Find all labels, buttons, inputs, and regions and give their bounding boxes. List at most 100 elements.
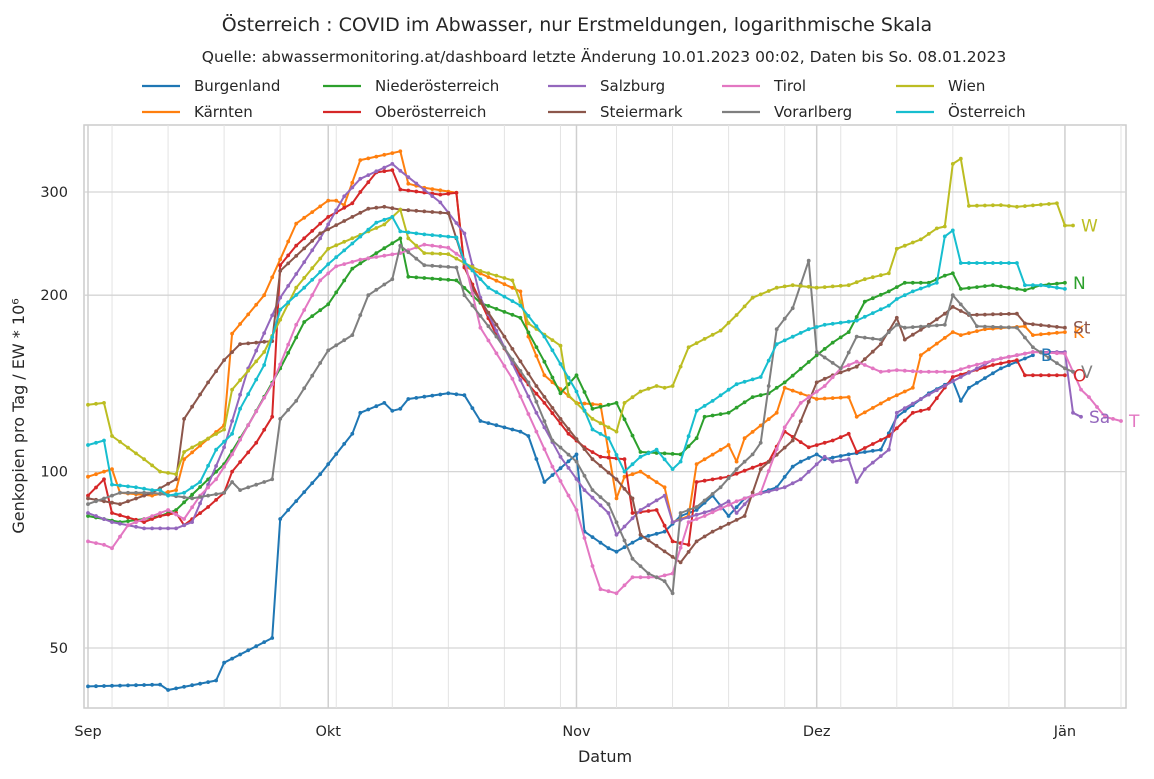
data-point	[230, 387, 235, 392]
data-point	[726, 410, 731, 415]
data-point	[398, 149, 403, 154]
data-point	[446, 245, 451, 250]
data-point	[550, 473, 555, 477]
data-point	[710, 529, 715, 534]
data-point	[758, 393, 763, 398]
data-point	[134, 451, 138, 456]
data-point	[262, 395, 267, 400]
data-point	[638, 454, 643, 459]
data-point	[182, 523, 187, 528]
data-point	[598, 540, 603, 545]
data-point	[118, 683, 122, 688]
data-point	[798, 284, 803, 288]
data-point	[806, 395, 811, 400]
data-point	[486, 285, 491, 290]
data-point	[102, 542, 106, 547]
data-point	[398, 207, 403, 212]
data-point	[886, 271, 891, 276]
data-point	[886, 289, 891, 294]
data-point	[102, 499, 106, 504]
data-point	[694, 436, 699, 441]
data-point	[326, 302, 331, 307]
data-point	[374, 154, 379, 159]
data-point	[750, 465, 755, 470]
data-point	[846, 395, 851, 399]
data-point	[814, 452, 819, 457]
data-point	[1031, 353, 1035, 358]
data-point	[182, 457, 187, 462]
data-point	[750, 430, 755, 434]
data-point	[646, 538, 651, 543]
data-point	[975, 362, 979, 367]
data-point	[366, 173, 371, 178]
data-point	[614, 520, 619, 525]
data-point	[550, 438, 555, 443]
data-point	[158, 514, 163, 518]
data-point	[991, 203, 995, 208]
data-point	[190, 496, 195, 501]
data-point	[502, 276, 507, 280]
data-point	[462, 231, 467, 236]
data-point	[238, 378, 243, 383]
data-point	[854, 414, 859, 419]
data-point	[662, 385, 667, 390]
data-point	[534, 391, 539, 396]
data-point	[262, 350, 267, 354]
data-point	[967, 364, 971, 369]
data-point	[382, 222, 387, 227]
data-point	[430, 187, 435, 192]
data-point	[774, 285, 779, 290]
data-point	[991, 371, 995, 376]
data-point	[1007, 285, 1011, 290]
data-point	[478, 271, 483, 276]
data-point	[374, 226, 379, 230]
data-point	[926, 232, 931, 236]
data-point	[870, 311, 875, 315]
series-kärnten	[86, 149, 1067, 524]
data-point	[542, 359, 547, 364]
data-point	[975, 312, 979, 317]
data-point	[870, 460, 875, 465]
data-point	[134, 683, 138, 688]
data-point	[1079, 387, 1083, 392]
data-point	[983, 203, 987, 208]
data-point	[254, 644, 259, 649]
data-point	[1111, 417, 1115, 421]
data-point	[878, 438, 883, 442]
data-point	[118, 521, 122, 526]
data-point	[214, 447, 219, 452]
data-point	[398, 229, 403, 234]
data-point	[94, 472, 98, 477]
data-point	[518, 369, 523, 373]
data-point	[774, 487, 779, 492]
data-point	[302, 490, 307, 494]
data-point	[814, 285, 819, 290]
data-point	[558, 466, 563, 471]
data-point	[1055, 325, 1059, 329]
data-point	[614, 453, 619, 457]
data-point	[718, 525, 723, 530]
data-point	[382, 152, 387, 157]
data-point	[950, 330, 955, 334]
data-point	[983, 312, 987, 317]
data-point	[798, 419, 803, 423]
data-point	[246, 423, 251, 428]
data-point	[958, 156, 963, 161]
data-point	[902, 409, 907, 413]
data-point	[574, 437, 579, 441]
data-point	[830, 455, 835, 460]
data-point	[782, 316, 787, 321]
data-point	[390, 206, 395, 211]
data-point	[422, 187, 427, 192]
series-line	[87, 237, 1065, 524]
data-point	[278, 295, 283, 300]
data-point	[750, 490, 755, 495]
data-point	[198, 681, 203, 686]
data-point	[278, 517, 283, 521]
legend-item: Kärnten	[142, 103, 253, 121]
data-point	[158, 526, 163, 531]
data-point	[102, 517, 106, 521]
data-point	[862, 363, 867, 367]
data-point	[694, 408, 699, 413]
legend-label: Salzburg	[600, 77, 665, 95]
